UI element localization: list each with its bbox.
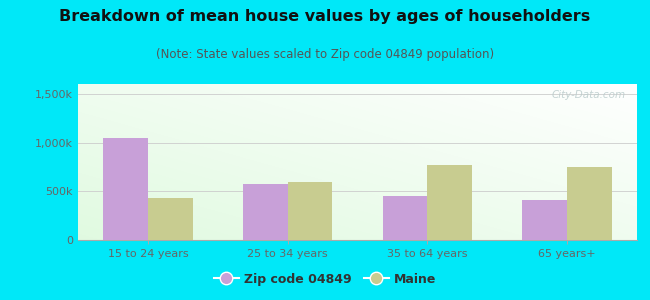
Bar [103, 138, 148, 240]
Text: (Note: State values scaled to Zip code 04849 population): (Note: State values scaled to Zip code 0… [156, 48, 494, 61]
Bar [243, 184, 287, 240]
Bar [428, 165, 472, 240]
Bar [567, 167, 612, 240]
Text: Breakdown of mean house values by ages of householders: Breakdown of mean house values by ages o… [59, 9, 591, 24]
Bar [287, 182, 332, 240]
Legend: Zip code 04849, Maine: Zip code 04849, Maine [209, 268, 441, 291]
Bar [523, 200, 567, 240]
Text: City-Data.com: City-Data.com [552, 90, 626, 100]
Bar [383, 196, 428, 240]
Bar [148, 198, 192, 240]
